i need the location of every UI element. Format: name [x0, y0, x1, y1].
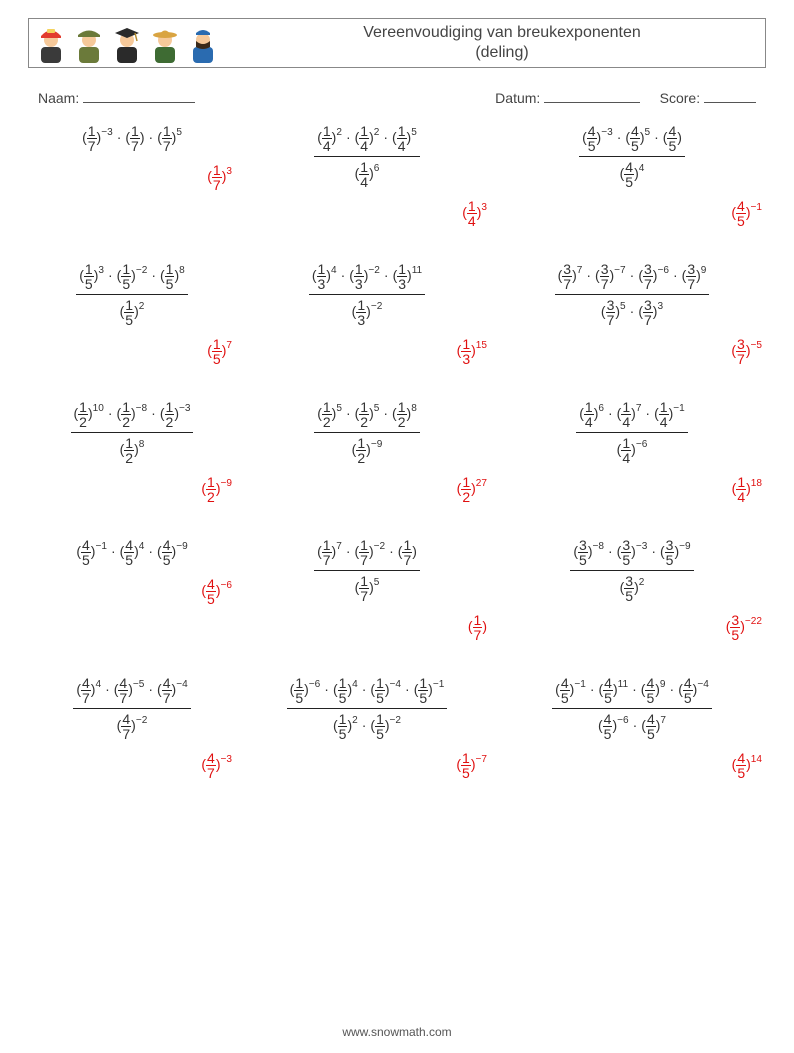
problem-cell: (17)7·(17)−2·(17)(17)5 (17) [247, 538, 487, 642]
problem-cell: (45)−1·(45)4·(45)−9 (45)−6 [32, 538, 232, 606]
problem-cell: (12)10·(12)−8·(12)−3(12)8(12)−9 [32, 400, 232, 504]
score-blank[interactable] [704, 88, 756, 103]
date-label: Datum: [495, 90, 540, 106]
attendant-icon [187, 23, 219, 63]
problem-cell: (12)5·(12)5·(12)8(12)−9 (12)27 [247, 400, 487, 504]
problem-cell: (15)−6·(15)4·(15)−4·(15)−1(15)2·(15)−2(1… [247, 676, 487, 780]
problem-expression: (37)7·(37)−7·(37)−6·(37)9(37)5·(37)3 [555, 262, 710, 333]
soldier-icon [73, 23, 105, 63]
info-line: Naam: Datum: Score: [28, 86, 766, 124]
date-score-group: Datum: Score: [495, 88, 756, 106]
problem-cell: (14)2·(14)2·(14)5(14)6 (14)3 [247, 124, 487, 228]
problem-answer: (14)18 [732, 471, 762, 504]
problem-answer: (45)14 [732, 747, 762, 780]
problem-cell: (35)−8·(35)−3·(35)−9(35)2 (35)−22 [502, 538, 762, 642]
header-icons [35, 23, 219, 63]
problem-row: (12)10·(12)−8·(12)−3(12)8(12)−9(12)5·(12… [32, 400, 762, 504]
graduate-icon [111, 23, 143, 63]
problem-expression: (15)−6·(15)4·(15)−4·(15)−1(15)2·(15)−2 [287, 676, 448, 747]
worksheet-title: Vereenvoudiging van breukexponenten (del… [219, 23, 755, 63]
worksheet-page: Vereenvoudiging van breukexponenten (del… [0, 0, 794, 1053]
problem-expression: (12)5·(12)5·(12)8(12)−9 [314, 400, 420, 471]
problem-answer: (15)−7 [456, 747, 487, 780]
problem-expression: (17)−3·(17)·(17)5 [82, 124, 182, 159]
problem-cell: (14)6·(14)7·(14)−1(14)−6 (14)18 [502, 400, 762, 504]
problem-cell: (45)−3·(45)5·(45)(45)4 (45)−1 [502, 124, 762, 228]
problem-answer: (17) [468, 609, 487, 642]
header-box: Vereenvoudiging van breukexponenten (del… [28, 18, 766, 68]
problem-row: (15)3·(15)−2·(15)8(15)2 (15)7 (13)4·(13)−2… [32, 262, 762, 366]
problem-answer: (37)−5 [731, 333, 762, 366]
problem-expression: (15)3·(15)−2·(15)8(15)2 [76, 262, 187, 333]
problem-expression: (35)−8·(35)−3·(35)−9(35)2 [570, 538, 693, 609]
problem-answer: (45)−1 [731, 195, 762, 228]
problem-answer: (14)3 [462, 195, 487, 228]
problem-cell: (37)7·(37)−7·(37)−6·(37)9(37)5·(37)3 (37)… [502, 262, 762, 366]
firefighter-icon [35, 23, 67, 63]
problem-expression: (14)2·(14)2·(14)5(14)6 [314, 124, 420, 195]
problem-cell: (47)4·(47)−5·(47)−4(47)−2 (47)−3 [32, 676, 232, 780]
problem-cell: (15)3·(15)−2·(15)8(15)2 (15)7 [32, 262, 232, 366]
footer-url: www.snowmath.com [0, 1025, 794, 1039]
problem-answer: (13)15 [457, 333, 487, 366]
name-label: Naam: [38, 90, 79, 106]
title-line-2: (deling) [249, 43, 755, 63]
problem-expression: (45)−1·(45)11·(45)9·(45)−4(45)−6·(45)7 [552, 676, 712, 747]
name-blank[interactable] [83, 88, 195, 103]
problem-row: (47)4·(47)−5·(47)−4(47)−2 (47)−3 (15)−6·(1… [32, 676, 762, 780]
problem-answer: (12)27 [457, 471, 487, 504]
problems-grid: (17)−3·(17)·(17)5 (17)3 (14)2·(14)2·(14)5(… [28, 124, 766, 780]
problem-row: (45)−1·(45)4·(45)−9 (45)−6 (17)7·(17)−2·(1… [32, 538, 762, 642]
problem-expression: (45)−1·(45)4·(45)−9 [76, 538, 187, 573]
problem-answer: (47)−3 [201, 747, 232, 780]
problem-cell: (17)−3·(17)·(17)5 (17)3 [32, 124, 232, 192]
problem-expression: (14)6·(14)7·(14)−1(14)−6 [576, 400, 687, 471]
problem-row: (17)−3·(17)·(17)5 (17)3 (14)2·(14)2·(14)5(… [32, 124, 762, 228]
problem-answer: (45)−6 [201, 573, 232, 606]
problem-expression: (45)−3·(45)5·(45)(45)4 [579, 124, 685, 195]
title-line-1: Vereenvoudiging van breukexponenten [249, 23, 755, 43]
problem-answer: (12)−9 [201, 471, 232, 504]
problem-expression: (12)10·(12)−8·(12)−3(12)8 [71, 400, 194, 471]
problem-cell: (13)4·(13)−2·(13)11(13)−2 (13)15 [247, 262, 487, 366]
problem-answer: (17)3 [207, 159, 232, 192]
name-field: Naam: [38, 88, 195, 106]
problem-answer: (35)−22 [726, 609, 762, 642]
problem-expression: (17)7·(17)−2·(17)(17)5 [314, 538, 420, 609]
problem-expression: (13)4·(13)−2·(13)11(13)−2 [309, 262, 425, 333]
problem-cell: (45)−1·(45)11·(45)9·(45)−4(45)−6·(45)7 (4… [502, 676, 762, 780]
date-blank[interactable] [544, 88, 640, 103]
farmer-icon [149, 23, 181, 63]
problem-answer: (15)7 [207, 333, 232, 366]
score-label: Score: [660, 90, 700, 106]
problem-expression: (47)4·(47)−5·(47)−4(47)−2 [73, 676, 190, 747]
